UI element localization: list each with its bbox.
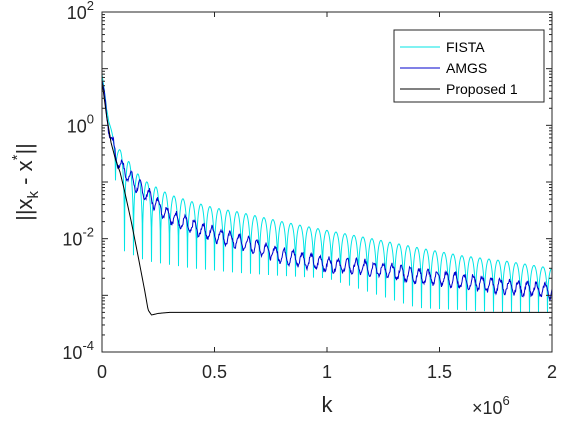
y-tick-label-0: 10-4	[62, 338, 94, 363]
x-axis-label: k	[322, 392, 334, 417]
x-tick-label-0: 0	[97, 362, 107, 382]
legend-box	[393, 29, 545, 103]
y-label-sup: *	[9, 154, 26, 160]
legend-entries: FISTA AMGS Proposed 1	[400, 39, 518, 97]
y-label-end: ||	[12, 143, 37, 154]
y-tick-base: 10	[62, 230, 82, 250]
series-line-amgs	[101, 81, 553, 302]
x-multiplier: ×106	[472, 393, 510, 418]
y-label-mid: - x	[12, 160, 37, 191]
y-label-sub: k	[25, 190, 42, 198]
y-tick-base: 10	[67, 116, 87, 136]
y-axis-label: ||xk - x*||	[9, 143, 42, 221]
x-multiplier-exp: 6	[503, 393, 510, 408]
y-tick-exp: -4	[82, 338, 94, 353]
y-tick-exp: -2	[82, 225, 94, 240]
y-tick-exp: 0	[87, 111, 94, 126]
y-tick-label-2: 100	[67, 111, 94, 136]
y-tick-label-1: 10-2	[62, 225, 94, 250]
series-line-proposed-1	[101, 81, 552, 316]
x-tick-label-3: 1.5	[427, 362, 452, 382]
legend-label-2: Proposed 1	[446, 81, 518, 97]
x-tick-label-4: 2	[547, 362, 557, 382]
y-tick-base: 10	[62, 343, 82, 363]
y-tick-label-3: 102	[67, 0, 94, 23]
legend: FISTA AMGS Proposed 1	[393, 29, 545, 103]
x-axis-ticks: 0 0.5 1 1.5 2	[97, 12, 557, 382]
series-layer	[101, 74, 553, 316]
legend-label-0: FISTA	[446, 39, 485, 55]
y-tick-base: 10	[67, 3, 87, 23]
x-tick-label-2: 1	[322, 362, 332, 382]
x-multiplier-base: ×10	[472, 398, 503, 418]
y-tick-exp: 2	[87, 0, 94, 13]
legend-label-1: AMGS	[446, 60, 487, 76]
y-label-base: ||x	[12, 198, 37, 220]
x-tick-label-1: 0.5	[202, 362, 227, 382]
